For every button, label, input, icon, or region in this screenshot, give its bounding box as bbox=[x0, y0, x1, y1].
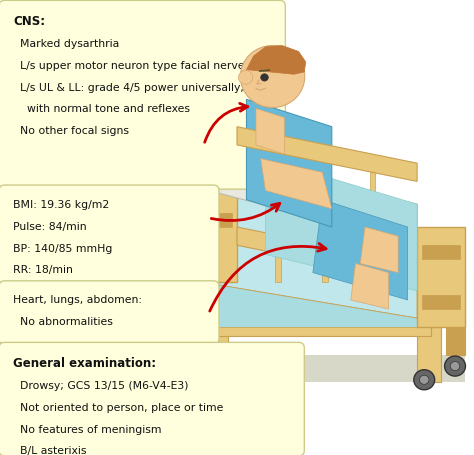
Text: No abnormalities: No abnormalities bbox=[13, 317, 113, 327]
Polygon shape bbox=[204, 114, 232, 127]
Polygon shape bbox=[422, 246, 460, 259]
Text: General examination:: General examination: bbox=[13, 356, 156, 369]
Text: Heart, lungs, abdomen:: Heart, lungs, abdomen: bbox=[13, 295, 142, 305]
Polygon shape bbox=[322, 159, 328, 282]
Polygon shape bbox=[246, 46, 306, 75]
Polygon shape bbox=[237, 127, 417, 182]
Polygon shape bbox=[199, 159, 417, 318]
Text: BMI: 19.36 kg/m2: BMI: 19.36 kg/m2 bbox=[13, 199, 109, 209]
Circle shape bbox=[261, 75, 268, 82]
Text: B/L asterixis: B/L asterixis bbox=[13, 445, 87, 455]
Text: No features of meningism: No features of meningism bbox=[13, 424, 162, 434]
Polygon shape bbox=[199, 55, 237, 282]
Polygon shape bbox=[204, 214, 232, 228]
Polygon shape bbox=[313, 200, 408, 300]
FancyBboxPatch shape bbox=[0, 186, 219, 285]
Circle shape bbox=[205, 370, 226, 390]
Polygon shape bbox=[265, 159, 417, 291]
Circle shape bbox=[238, 71, 253, 85]
Text: Pulse: 84/min: Pulse: 84/min bbox=[13, 221, 87, 231]
Circle shape bbox=[445, 356, 465, 376]
Circle shape bbox=[419, 375, 429, 384]
Text: L/s UL & LL: grade 4/5 power universally,: L/s UL & LL: grade 4/5 power universally… bbox=[13, 82, 244, 92]
Text: Drowsy; GCS 13/15 (M6-V4-E3): Drowsy; GCS 13/15 (M6-V4-E3) bbox=[13, 380, 189, 390]
Polygon shape bbox=[370, 159, 375, 282]
Text: CNS:: CNS: bbox=[13, 15, 46, 28]
Polygon shape bbox=[360, 228, 398, 273]
Circle shape bbox=[414, 370, 435, 390]
Polygon shape bbox=[256, 109, 284, 155]
Polygon shape bbox=[275, 159, 281, 282]
Circle shape bbox=[240, 46, 305, 108]
Text: BP: 140/85 mmHg: BP: 140/85 mmHg bbox=[13, 243, 113, 253]
Polygon shape bbox=[246, 100, 332, 228]
FancyBboxPatch shape bbox=[0, 343, 304, 455]
Text: RR: 18/min: RR: 18/min bbox=[13, 265, 73, 275]
Polygon shape bbox=[417, 328, 441, 382]
Polygon shape bbox=[209, 100, 313, 218]
Text: L/s upper motor neuron type facial nerve palsy: L/s upper motor neuron type facial nerve… bbox=[13, 61, 277, 71]
Polygon shape bbox=[422, 296, 460, 309]
Text: Not oriented to person, place or time: Not oriented to person, place or time bbox=[13, 402, 224, 412]
Circle shape bbox=[450, 362, 460, 371]
Text: with normal tone and reflexes: with normal tone and reflexes bbox=[13, 104, 190, 114]
FancyBboxPatch shape bbox=[0, 281, 219, 344]
Polygon shape bbox=[237, 228, 417, 282]
FancyBboxPatch shape bbox=[0, 1, 285, 190]
Polygon shape bbox=[417, 228, 465, 328]
Circle shape bbox=[211, 375, 220, 384]
Text: Marked dysarthria: Marked dysarthria bbox=[13, 39, 119, 49]
Polygon shape bbox=[199, 282, 417, 328]
Polygon shape bbox=[351, 264, 389, 309]
Polygon shape bbox=[209, 318, 431, 337]
Text: No other focal signs: No other focal signs bbox=[13, 126, 129, 136]
Polygon shape bbox=[261, 159, 332, 209]
Polygon shape bbox=[446, 273, 465, 355]
Polygon shape bbox=[209, 328, 228, 382]
Polygon shape bbox=[199, 355, 465, 382]
